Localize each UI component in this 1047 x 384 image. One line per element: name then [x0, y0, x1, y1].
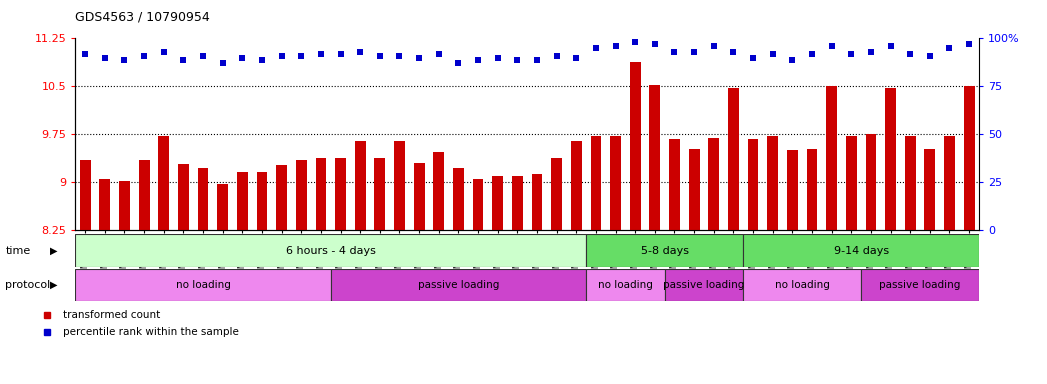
Text: time: time	[5, 245, 30, 256]
Bar	[394, 141, 405, 230]
Bar	[512, 176, 522, 230]
Bar	[571, 141, 582, 230]
Bar	[861, 269, 979, 301]
Bar	[237, 172, 248, 230]
Bar	[846, 136, 856, 230]
Bar	[885, 88, 896, 230]
Text: no loading: no loading	[176, 280, 230, 290]
Bar	[178, 164, 188, 230]
Text: passive loading: passive loading	[418, 280, 499, 290]
Bar	[826, 86, 837, 230]
Bar	[925, 149, 935, 230]
Bar	[630, 62, 641, 230]
Text: passive loading: passive loading	[879, 280, 961, 290]
Bar	[99, 179, 110, 230]
Bar	[532, 174, 542, 230]
Bar	[963, 86, 975, 230]
Text: no loading: no loading	[775, 280, 829, 290]
Bar	[944, 136, 955, 230]
Bar	[743, 269, 861, 301]
Text: percentile rank within the sample: percentile rank within the sample	[63, 327, 239, 337]
Bar	[276, 165, 287, 230]
Text: GDS4563 / 10790954: GDS4563 / 10790954	[75, 10, 210, 23]
Bar	[866, 134, 876, 230]
Bar	[610, 136, 621, 230]
Bar	[315, 158, 327, 230]
Bar	[375, 158, 385, 230]
Bar	[787, 151, 798, 230]
Bar	[748, 139, 758, 230]
Bar	[689, 149, 699, 230]
Bar	[728, 88, 739, 230]
Text: 6 hours - 4 days: 6 hours - 4 days	[286, 245, 376, 256]
Bar	[551, 158, 562, 230]
Bar	[296, 160, 307, 230]
Bar	[586, 234, 743, 267]
Bar	[905, 136, 915, 230]
Text: ▶: ▶	[50, 245, 58, 256]
Text: protocol: protocol	[5, 280, 50, 290]
Bar	[80, 160, 91, 230]
Bar	[335, 158, 346, 230]
Text: 9-14 days: 9-14 days	[833, 245, 889, 256]
Bar	[119, 181, 130, 230]
Bar	[218, 184, 228, 230]
Bar	[472, 179, 484, 230]
Bar	[591, 136, 601, 230]
Bar	[257, 172, 267, 230]
Bar	[806, 149, 818, 230]
Bar	[649, 85, 661, 230]
Bar	[75, 234, 586, 267]
Bar	[331, 269, 586, 301]
Text: transformed count: transformed count	[63, 310, 160, 320]
Bar	[414, 163, 424, 230]
Bar	[198, 168, 208, 230]
Bar	[709, 137, 719, 230]
Bar	[586, 269, 665, 301]
Bar	[355, 141, 365, 230]
Bar	[453, 168, 464, 230]
Bar	[139, 160, 150, 230]
Bar	[158, 136, 170, 230]
Bar	[743, 234, 979, 267]
Bar	[669, 139, 680, 230]
Text: passive loading: passive loading	[663, 280, 744, 290]
Text: ▶: ▶	[50, 280, 58, 290]
Text: no loading: no loading	[598, 280, 653, 290]
Bar	[75, 269, 331, 301]
Bar	[665, 269, 743, 301]
Bar	[492, 176, 504, 230]
Text: 5-8 days: 5-8 days	[641, 245, 689, 256]
Bar	[767, 136, 778, 230]
Bar	[433, 152, 444, 230]
